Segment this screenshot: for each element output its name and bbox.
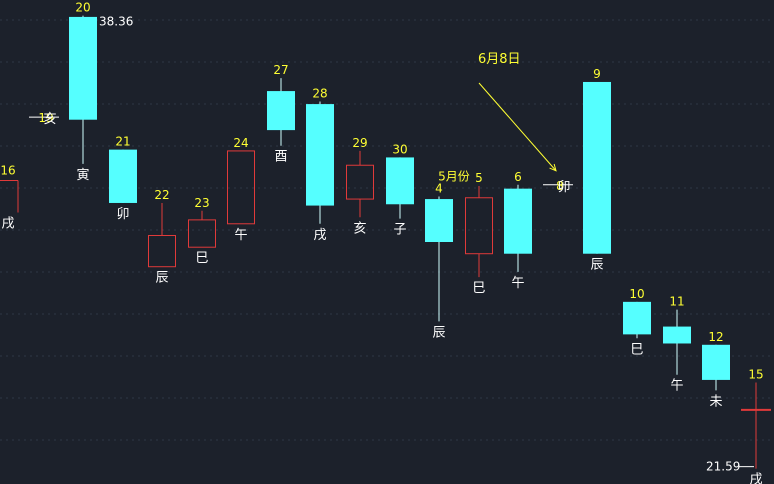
- candle: [623, 301, 651, 339]
- candle-body: [386, 157, 414, 205]
- candle-body: [702, 344, 730, 380]
- day-label: 23: [194, 196, 209, 210]
- day-label: 30: [392, 142, 407, 156]
- candle: [346, 150, 374, 218]
- candle: [188, 210, 216, 248]
- branch-label: 午: [234, 228, 247, 243]
- day-label: 11: [669, 295, 684, 309]
- candle: [109, 149, 137, 203]
- candle-body: [148, 234, 176, 268]
- candle-body: [306, 104, 334, 206]
- day-label: 9: [593, 67, 601, 81]
- max-price-label: 38.36: [99, 15, 133, 29]
- candle-body: [504, 188, 532, 254]
- candle: [465, 186, 493, 278]
- candle: [0, 179, 19, 213]
- candle-body: [583, 81, 611, 254]
- candle: [425, 196, 453, 322]
- min-price-label: 21.59: [706, 460, 740, 474]
- day-label: 27: [273, 63, 288, 77]
- month-marker-label: 5月份: [438, 169, 470, 183]
- day-label: 21: [115, 135, 130, 149]
- branch-label: 午: [511, 276, 524, 291]
- branch-label: 子: [393, 223, 406, 238]
- day-label: 10: [629, 287, 644, 301]
- candle: [663, 309, 691, 375]
- candle: [227, 150, 255, 225]
- candle: [386, 157, 414, 219]
- candle-body: [465, 197, 493, 255]
- candle: [583, 81, 611, 254]
- annotation-layer: 6月8日: [478, 52, 557, 172]
- candle-body: [69, 16, 97, 120]
- candle-body: [267, 91, 295, 131]
- day-label: 8: [556, 179, 564, 193]
- day-label: 29: [352, 136, 367, 150]
- candle-body: [346, 164, 374, 200]
- branch-label: 亥: [43, 112, 56, 127]
- branch-label: 亥: [353, 221, 366, 236]
- candles-layer: [0, 15, 771, 469]
- branch-label: 酉: [274, 150, 287, 165]
- day-label: 28: [312, 86, 327, 100]
- day-label: 5: [475, 171, 483, 185]
- candle: [148, 202, 176, 268]
- branch-label: 辰: [155, 271, 168, 286]
- branch-label: 卯: [116, 207, 129, 222]
- candle-body: [188, 219, 216, 248]
- candle: [504, 184, 532, 272]
- candle: [741, 382, 771, 469]
- day-label: 15: [748, 368, 763, 382]
- branch-label: 戌: [749, 473, 762, 484]
- branch-label: 巳: [472, 281, 485, 296]
- branch-label: 午: [670, 379, 683, 394]
- candle: [306, 101, 334, 224]
- candle: [267, 78, 295, 146]
- day-label: 6: [514, 170, 522, 184]
- candle: [702, 344, 730, 391]
- branch-label: 未: [709, 394, 722, 409]
- day-label: 20: [75, 1, 90, 15]
- candle-body: [227, 150, 255, 225]
- branch-label: 卯: [557, 180, 570, 195]
- candle: [69, 15, 97, 164]
- candle-body: [109, 149, 137, 203]
- branch-label: 戌: [1, 216, 14, 231]
- day-label: 12: [708, 330, 723, 344]
- day-label: 24: [233, 136, 248, 150]
- candle-body: [663, 326, 691, 344]
- branch-label: 巳: [195, 251, 208, 266]
- branch-label: 寅: [76, 167, 89, 183]
- annotation-arrow-line: [478, 82, 557, 172]
- annotation-label: 6月8日: [478, 52, 521, 67]
- day-label: 22: [154, 188, 169, 202]
- day-label: 16: [0, 163, 15, 177]
- annotation-arrow-head: [549, 163, 557, 172]
- branch-label: 戌: [313, 228, 326, 243]
- candle-body: [623, 301, 651, 335]
- day-label: 4: [435, 181, 443, 195]
- branch-label: 巳: [630, 342, 643, 357]
- grid-lines: [0, 19, 774, 441]
- day-label: 19: [38, 111, 53, 125]
- branch-label: 辰: [432, 325, 445, 340]
- branch-label: 辰: [590, 258, 603, 273]
- candle-body: [425, 199, 453, 242]
